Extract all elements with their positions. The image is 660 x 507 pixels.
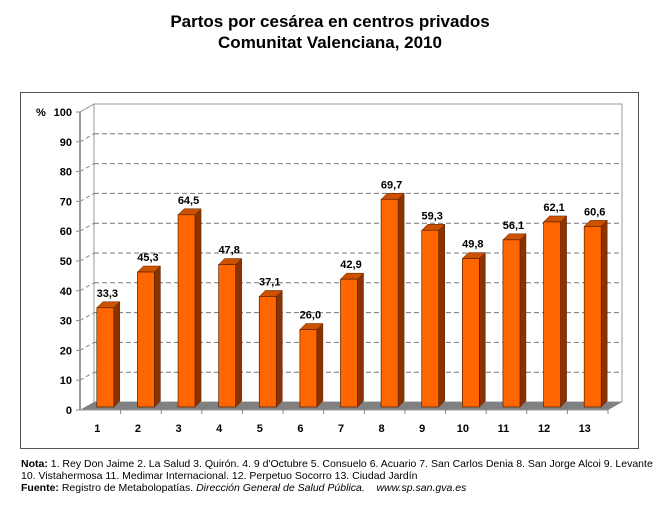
x-tick-label: 13 bbox=[579, 423, 591, 435]
y-axis-label: % bbox=[36, 107, 46, 119]
note-line-2: 10. Vistahermosa 11. Medimar Internacion… bbox=[21, 470, 418, 482]
chart-title: Partos por cesárea en centros privados bbox=[170, 12, 490, 31]
gridline-side bbox=[79, 163, 95, 173]
fuente-url: www.sp.san.gva.es bbox=[376, 482, 467, 494]
bar bbox=[340, 278, 358, 408]
bar bbox=[502, 239, 521, 408]
bar-side bbox=[154, 265, 161, 408]
x-tick-label: 4 bbox=[216, 423, 223, 435]
x-tick-label: 12 bbox=[538, 423, 550, 435]
bar bbox=[583, 226, 602, 408]
chart-frame bbox=[20, 92, 639, 449]
bar-side bbox=[560, 215, 567, 408]
x-tick-label: 9 bbox=[419, 423, 425, 435]
nota-text: 1. Rey Don Jaime 2. La Salud 3. Quirón. … bbox=[47, 458, 653, 470]
y-tick-label: 40 bbox=[60, 286, 72, 298]
y-tick-label: 0 bbox=[66, 405, 72, 417]
bar-side bbox=[113, 301, 121, 408]
nota-label: Nota: bbox=[21, 458, 48, 470]
y-tick-label: 60 bbox=[60, 226, 72, 238]
gridline-side bbox=[79, 282, 95, 292]
bar-side bbox=[276, 289, 283, 408]
data-label: 37,1 bbox=[259, 276, 280, 288]
gridline-side bbox=[79, 341, 95, 351]
bar bbox=[380, 198, 399, 408]
bar-side bbox=[397, 192, 405, 408]
y-tick-label: 70 bbox=[60, 196, 72, 208]
source-line: Fuente: Registro de Metabolopatías. Dire… bbox=[21, 482, 466, 494]
fuente-label: Fuente: bbox=[21, 482, 59, 494]
chart-subtitle: Comunitat Valenciana, 2010 bbox=[218, 33, 442, 52]
fuente-org: Dirección General de Salud Pública. bbox=[196, 482, 365, 494]
y-tick-label: 10 bbox=[60, 375, 72, 387]
gridline-side bbox=[79, 192, 95, 202]
bar-side bbox=[194, 208, 202, 408]
bar bbox=[421, 229, 440, 408]
x-tick-label: 6 bbox=[297, 423, 303, 435]
x-tick-label: 7 bbox=[338, 423, 344, 435]
y-tick-label: 30 bbox=[60, 316, 72, 328]
x-tick-label: 1 bbox=[94, 423, 100, 435]
fuente-text: Registro de Metabolopatías. bbox=[58, 482, 197, 494]
bar bbox=[461, 258, 480, 408]
gridline-side bbox=[79, 133, 95, 143]
gridline-side bbox=[79, 252, 95, 262]
bar bbox=[137, 271, 155, 408]
bar-side bbox=[235, 257, 242, 408]
y-axis-top bbox=[79, 103, 95, 113]
x-tick-label: 11 bbox=[498, 423, 510, 435]
x-tick-label: 8 bbox=[379, 423, 385, 435]
data-label: 59,3 bbox=[422, 210, 443, 222]
data-label: 49,8 bbox=[462, 239, 483, 251]
data-label: 45,3 bbox=[137, 252, 158, 264]
y-tick-label: 20 bbox=[60, 345, 72, 357]
data-label: 69,7 bbox=[381, 179, 402, 191]
y-tick-label: 100 bbox=[54, 107, 72, 119]
y-tick-label: 50 bbox=[60, 256, 72, 268]
data-label: 42,9 bbox=[340, 259, 361, 271]
x-tick-label: 10 bbox=[457, 423, 469, 435]
gridline-side bbox=[79, 222, 95, 232]
bar-side bbox=[600, 219, 608, 408]
bar-side bbox=[438, 223, 445, 408]
data-label: 60,6 bbox=[584, 206, 605, 218]
bar-side bbox=[316, 322, 324, 408]
bar bbox=[258, 296, 277, 408]
bar-side bbox=[357, 272, 364, 408]
bar bbox=[218, 264, 237, 408]
bar bbox=[299, 329, 318, 408]
y-tick-label: 80 bbox=[60, 167, 72, 179]
bar bbox=[543, 221, 561, 408]
bar bbox=[177, 214, 196, 408]
note-line-1: Nota: 1. Rey Don Jaime 2. La Salud 3. Qu… bbox=[21, 458, 653, 470]
bar-side bbox=[519, 233, 527, 408]
x-tick-label: 3 bbox=[175, 423, 181, 435]
bar bbox=[96, 307, 115, 408]
bar-side bbox=[479, 251, 486, 408]
data-label: 33,3 bbox=[97, 288, 118, 300]
gridline-side bbox=[79, 371, 95, 381]
data-label: 62,1 bbox=[543, 202, 564, 214]
gridline-side bbox=[79, 312, 95, 322]
x-tick-label: 5 bbox=[257, 423, 263, 435]
data-label: 64,5 bbox=[178, 195, 199, 207]
data-label: 56,1 bbox=[503, 220, 524, 232]
data-label: 26,0 bbox=[300, 310, 321, 322]
y-tick-label: 90 bbox=[60, 137, 72, 149]
x-tick-label: 2 bbox=[135, 423, 141, 435]
data-label: 47,8 bbox=[218, 245, 239, 257]
